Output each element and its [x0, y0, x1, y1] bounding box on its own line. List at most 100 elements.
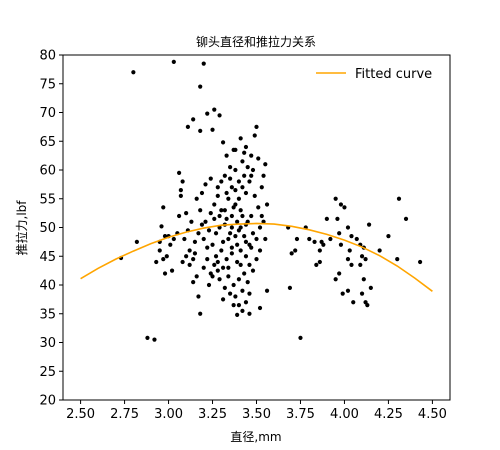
- scatter-point-224: [217, 277, 222, 282]
- scatter-point-110: [229, 213, 234, 219]
- scatter-point-228: [164, 254, 169, 259]
- scatter-point-31: [162, 271, 168, 276]
- scatter-point-155: [236, 277, 242, 282]
- y-tick-label-6: 50: [39, 221, 56, 236]
- scatter-point-75: [337, 231, 342, 236]
- scatter-point-15: [242, 150, 247, 155]
- scatter-point-197: [212, 262, 217, 267]
- y-tick-label-11: 75: [39, 77, 56, 92]
- scatter-point-79: [340, 291, 345, 296]
- scatter-point-213: [231, 147, 236, 152]
- scatter-point-36: [192, 251, 198, 256]
- scatter-point-90: [359, 254, 365, 259]
- scatter-point-145: [210, 242, 215, 247]
- scatter-point-3: [198, 84, 203, 89]
- x-tick-label-4: 3.50: [242, 407, 271, 422]
- scatter-point-97: [366, 222, 372, 227]
- scatter-point-4: [205, 111, 210, 116]
- y-tick-label-7: 55: [39, 192, 56, 207]
- scatter-point-20: [178, 188, 183, 193]
- scatter-point-1: [171, 59, 176, 64]
- scatter-point-100: [396, 196, 402, 201]
- scatter-point-96: [365, 303, 370, 308]
- x-axis-label: 直径,mm: [230, 430, 281, 444]
- y-tick-label-4: 40: [39, 279, 56, 294]
- scatter-point-137: [215, 193, 220, 198]
- x-tick-label-7: 4.25: [374, 407, 403, 422]
- scatter-point-33: [154, 259, 159, 265]
- y-tick-label-8: 60: [39, 164, 56, 179]
- scatter-point-124: [250, 231, 256, 236]
- scatter-point-115: [236, 196, 242, 201]
- scatter-point-42: [198, 311, 203, 316]
- x-tick-label-1: 2.75: [110, 407, 139, 422]
- scatter-point-117: [243, 190, 249, 196]
- scatter-point-153: [247, 262, 252, 267]
- scatter-point-91: [363, 257, 368, 262]
- scatter-point-72: [335, 216, 340, 221]
- scatter-point-143: [199, 222, 205, 227]
- scatter-point-85: [345, 288, 351, 293]
- y-tick-label-9: 65: [39, 135, 56, 150]
- scatter-point-25: [159, 224, 164, 229]
- scatter-point-133: [240, 159, 245, 164]
- x-tick-label-0: 2.50: [66, 407, 95, 422]
- y-tick-label-0: 20: [39, 394, 56, 409]
- scatter-point-130: [259, 185, 264, 190]
- scatter-point-5: [212, 107, 217, 112]
- y-tick-label-2: 30: [39, 336, 56, 351]
- scatter-point-178: [229, 185, 234, 190]
- scatter-point-77: [333, 277, 338, 282]
- scatter-point-52: [264, 288, 270, 293]
- scatter-point-205: [264, 202, 270, 207]
- scatter-point-18: [177, 170, 182, 175]
- scatter-point-152: [243, 254, 249, 259]
- scatter-point-223: [222, 285, 227, 290]
- scatter-point-82: [347, 248, 352, 253]
- scatter-point-22: [184, 211, 189, 216]
- scatter-point-80: [345, 225, 351, 230]
- scatter-point-150: [235, 259, 240, 265]
- scatter-point-129: [252, 193, 257, 198]
- scatter-point-40: [191, 280, 196, 285]
- scatter-point-193: [180, 259, 185, 265]
- scatter-point-67: [317, 259, 322, 265]
- scatter-point-9: [198, 128, 203, 133]
- scatter-point-190: [182, 236, 187, 242]
- scatter-point-50: [247, 311, 252, 316]
- scatter-point-125: [254, 236, 259, 242]
- scatter-point-30: [161, 257, 166, 262]
- scatter-point-188: [189, 219, 194, 224]
- scatter-point-111: [224, 190, 229, 196]
- scatter-point-216: [233, 234, 238, 239]
- scatter-point-54: [152, 337, 157, 342]
- scatter-point-105: [217, 213, 222, 219]
- scatter-point-21: [178, 193, 183, 198]
- scatter-point-101: [403, 216, 409, 221]
- scatter-point-200: [208, 176, 213, 181]
- scatter-point-204: [259, 213, 264, 219]
- scatter-point-194: [201, 265, 206, 270]
- scatter-point-49: [240, 308, 245, 313]
- scatter-point-151: [238, 248, 243, 253]
- scatter-point-6: [217, 113, 222, 118]
- scatter-point-46: [220, 297, 226, 302]
- scatter-point-211: [247, 179, 252, 184]
- scatter-point-56: [298, 335, 303, 340]
- scatter-point-167: [243, 239, 249, 244]
- scatter-point-132: [245, 165, 250, 170]
- scatter-point-162: [240, 288, 245, 293]
- scatter-point-55: [287, 285, 293, 290]
- scatter-point-32: [169, 268, 175, 273]
- scatter-point-24: [161, 205, 166, 210]
- scatter-point-74: [342, 205, 347, 210]
- scatter-point-118: [238, 208, 243, 213]
- plot-frame: [62, 54, 451, 401]
- scatter-point-112: [228, 176, 233, 181]
- scatter-point-29: [157, 248, 162, 253]
- scatter-point-185: [194, 196, 199, 201]
- scatter-point-219: [238, 262, 243, 267]
- scatter-point-171: [231, 205, 236, 210]
- scatter-point-184: [198, 208, 203, 213]
